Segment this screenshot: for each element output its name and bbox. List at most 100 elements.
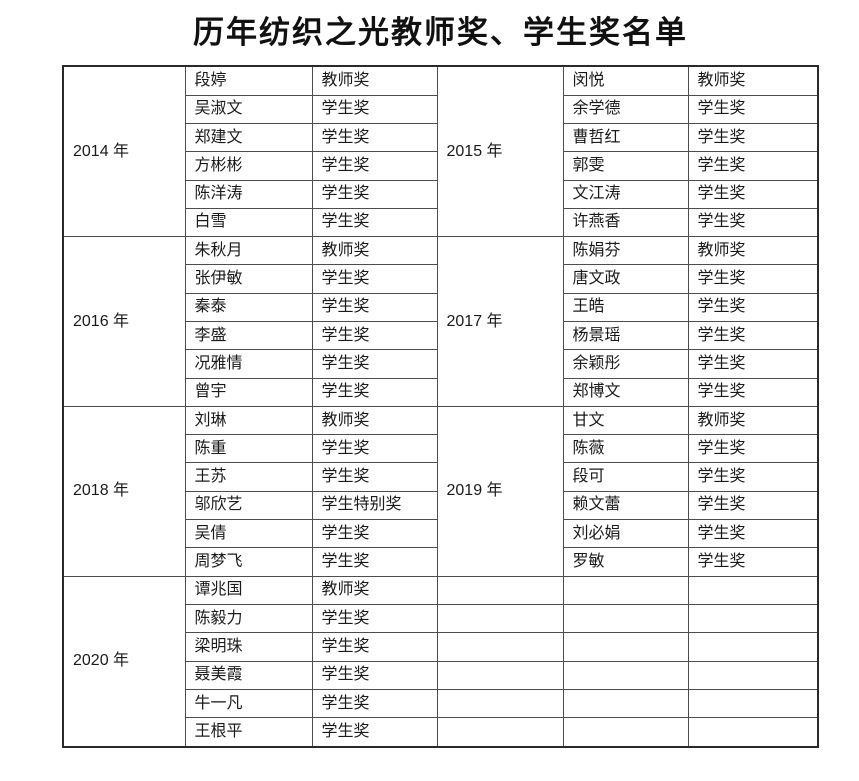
award-cell: 学生奖 <box>687 377 819 407</box>
award-cell: 学生奖 <box>687 490 819 521</box>
award-cell: 教师奖 <box>311 65 438 96</box>
table-row: 陈重 学生奖 陈薇 学生奖 <box>63 434 819 464</box>
name-cell: 段可 <box>562 462 689 492</box>
table-row: 周梦飞 学生奖 罗敏 学生奖 <box>63 547 819 577</box>
name-cell: 周梦飞 <box>184 547 313 577</box>
awards-table: 2014 年 段婷 教师奖 2015 年 闵悦 教师奖 吴淑文 学生奖 余学德 … <box>62 65 819 748</box>
name-cell: 况雅情 <box>184 349 313 379</box>
award-cell: 学生奖 <box>311 660 438 690</box>
award-cell: 学生奖 <box>311 377 438 407</box>
empty-cell <box>687 632 819 662</box>
award-cell: 学生奖 <box>311 207 438 238</box>
name-cell: 谭兆国 <box>184 575 313 605</box>
name-cell: 郭雯 <box>562 151 689 181</box>
award-cell: 学生奖 <box>687 320 819 351</box>
award-cell: 学生特别奖 <box>311 490 438 521</box>
award-cell: 学生奖 <box>311 179 438 209</box>
empty-cell <box>687 603 819 634</box>
table-row: 邬欣艺 学生特别奖 赖文蕾 学生奖 <box>63 490 819 521</box>
name-cell: 甘文 <box>562 405 689 436</box>
award-cell: 学生奖 <box>311 264 438 294</box>
award-cell: 教师奖 <box>687 65 819 96</box>
name-cell: 邬欣艺 <box>184 490 313 521</box>
award-cell: 学生奖 <box>687 122 819 153</box>
award-cell: 学生奖 <box>311 688 438 719</box>
year-cell-2016: 2016 年 <box>62 236 186 407</box>
award-cell: 学生奖 <box>311 434 438 464</box>
award-cell: 学生奖 <box>311 349 438 379</box>
award-cell: 学生奖 <box>311 547 438 577</box>
award-cell: 学生奖 <box>687 434 819 464</box>
empty-cell <box>562 632 689 662</box>
name-cell: 吴淑文 <box>184 94 313 124</box>
table-row: 张伊敏 学生奖 唐文政 学生奖 <box>63 264 819 294</box>
empty-cell <box>436 632 564 662</box>
name-cell: 梁明珠 <box>184 632 313 662</box>
table-row: 吴淑文 学生奖 余学德 学生奖 <box>63 94 819 124</box>
name-cell: 陈洋涛 <box>184 179 313 209</box>
name-cell: 杨景瑶 <box>562 320 689 351</box>
name-cell: 余学德 <box>562 94 689 124</box>
empty-cell <box>687 575 819 605</box>
name-cell: 李盛 <box>184 320 313 351</box>
name-cell: 闵悦 <box>562 65 689 96</box>
name-cell: 陈毅力 <box>184 603 313 634</box>
award-cell: 学生奖 <box>687 207 819 238</box>
table-row: 白雪 学生奖 许燕香 学生奖 <box>63 207 819 238</box>
award-cell: 学生奖 <box>687 94 819 124</box>
name-cell: 陈重 <box>184 434 313 464</box>
name-cell: 唐文政 <box>562 264 689 294</box>
name-cell: 陈薇 <box>562 434 689 464</box>
empty-cell <box>436 603 564 634</box>
award-cell: 学生奖 <box>687 264 819 294</box>
name-cell: 文江涛 <box>562 179 689 209</box>
award-cell: 学生奖 <box>311 603 438 634</box>
name-cell: 方彬彬 <box>184 151 313 181</box>
table-row: 陈毅力 学生奖 <box>63 603 819 634</box>
name-cell: 白雪 <box>184 207 313 238</box>
name-cell: 郑建文 <box>184 122 313 153</box>
table-row: 2016 年 朱秋月 教师奖 2017 年 陈娟芬 教师奖 <box>62 236 819 407</box>
table-row: 李盛 学生奖 杨景瑶 学生奖 <box>63 320 819 351</box>
name-cell: 吴倩 <box>184 519 313 549</box>
award-cell: 教师奖 <box>311 575 438 605</box>
name-cell: 陈娟芬 <box>562 236 689 266</box>
table-row: 陈洋涛 学生奖 文江涛 学生奖 <box>63 179 819 209</box>
name-cell: 王根平 <box>184 717 313 748</box>
name-cell: 牛一凡 <box>184 688 313 719</box>
empty-cell <box>436 575 564 605</box>
name-cell: 秦泰 <box>184 292 313 323</box>
empty-cell <box>436 717 564 748</box>
name-cell: 罗敏 <box>562 547 689 577</box>
award-cell: 学生奖 <box>311 632 438 662</box>
award-cell: 教师奖 <box>687 405 819 436</box>
table-row: 吴倩 学生奖 刘必娟 学生奖 <box>63 519 819 549</box>
year-cell-2020: 2020 年 <box>62 575 186 748</box>
award-cell: 学生奖 <box>311 151 438 181</box>
empty-cell <box>687 717 819 748</box>
award-cell: 学生奖 <box>687 292 819 323</box>
empty-cell <box>562 688 689 719</box>
award-cell: 学生奖 <box>311 717 438 748</box>
award-cell: 教师奖 <box>311 405 438 436</box>
name-cell: 王苏 <box>184 462 313 492</box>
table-row: 2020 年 谭兆国 教师奖 <box>62 575 819 748</box>
award-cell: 学生奖 <box>311 122 438 153</box>
award-cell: 学生奖 <box>687 547 819 577</box>
name-cell: 刘琳 <box>184 405 313 436</box>
table-row: 聂美霞 学生奖 <box>63 660 819 690</box>
year-cell-2017: 2017 年 <box>436 236 564 407</box>
table-row: 2018 年 刘琳 教师奖 2019 年 甘文 教师奖 <box>62 405 819 577</box>
table-row: 秦泰 学生奖 王皓 学生奖 <box>63 292 819 323</box>
name-cell: 刘必娟 <box>562 519 689 549</box>
name-cell: 余颖彤 <box>562 349 689 379</box>
year-cell-2019: 2019 年 <box>436 405 564 577</box>
year-cell-2014: 2014 年 <box>62 65 186 238</box>
page-title: 历年纺织之光教师奖、学生奖名单 <box>193 15 688 50</box>
name-cell: 王皓 <box>562 292 689 323</box>
award-cell: 教师奖 <box>311 236 438 266</box>
table-row: 方彬彬 学生奖 郭雯 学生奖 <box>63 151 819 181</box>
empty-cell <box>562 660 689 690</box>
name-cell: 郑博文 <box>562 377 689 407</box>
table-row: 王苏 学生奖 段可 学生奖 <box>63 462 819 492</box>
